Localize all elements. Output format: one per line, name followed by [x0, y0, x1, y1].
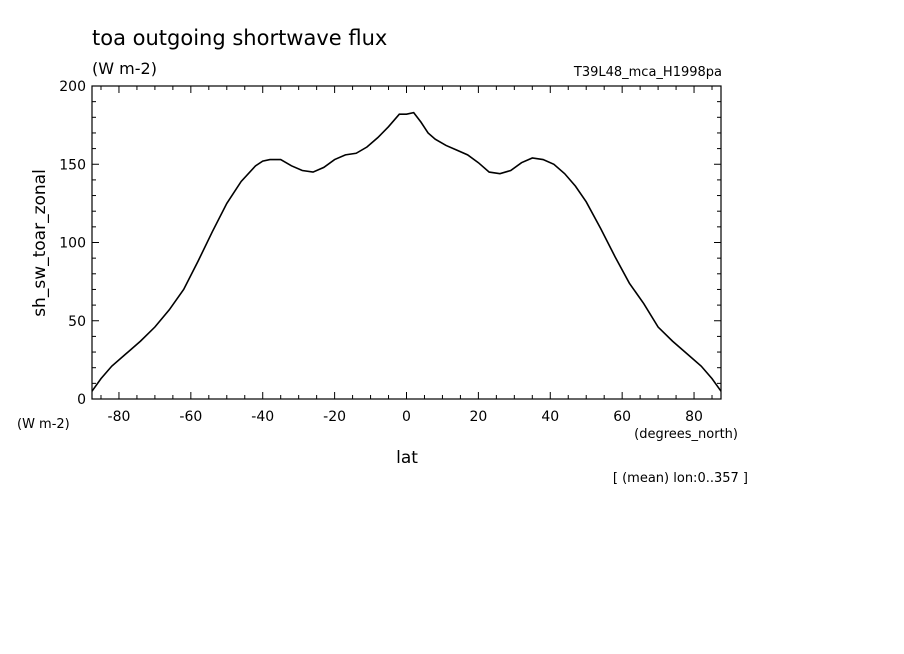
plot-frame	[91, 85, 722, 400]
x-tick-label: 40	[541, 409, 559, 425]
x-axis-ticks	[100, 86, 713, 399]
x-tick-label: 0	[402, 409, 411, 425]
x-axis-label: lat	[396, 448, 418, 468]
series-line	[91, 111, 722, 392]
chart-title: toa outgoing shortwave flux	[92, 26, 387, 50]
x-tick-label: -60	[179, 409, 202, 425]
y-axis-ticks	[92, 85, 721, 400]
y-axis-units: (W m-2)	[17, 417, 70, 432]
y-tick-label: 50	[68, 314, 86, 330]
y-tick-label: 200	[59, 79, 86, 95]
y-axis-tick-labels: 0 50 100 150 200	[59, 79, 86, 408]
y-tick-label: 0	[77, 392, 86, 408]
x-axis-tick-labels: -80 -60 -40 -20 0 20 40 60 80	[108, 409, 703, 425]
run-label: T39L48_mca_H1998pa	[573, 65, 722, 80]
y-axis-label: sh_sw_toar_zonal	[30, 169, 50, 317]
footnote: [ (mean) lon:0..357 ]	[613, 471, 748, 486]
y-tick-label: 100	[59, 236, 86, 252]
x-tick-label: -80	[108, 409, 131, 425]
x-tick-label: 80	[685, 409, 703, 425]
x-tick-label: 20	[469, 409, 487, 425]
chart-units: (W m-2)	[92, 59, 157, 78]
y-tick-label: 150	[59, 157, 86, 173]
x-tick-label: -20	[323, 409, 346, 425]
x-tick-label: 60	[613, 409, 631, 425]
x-axis-units: (degrees_north)	[634, 427, 738, 442]
x-tick-label: -40	[251, 409, 274, 425]
